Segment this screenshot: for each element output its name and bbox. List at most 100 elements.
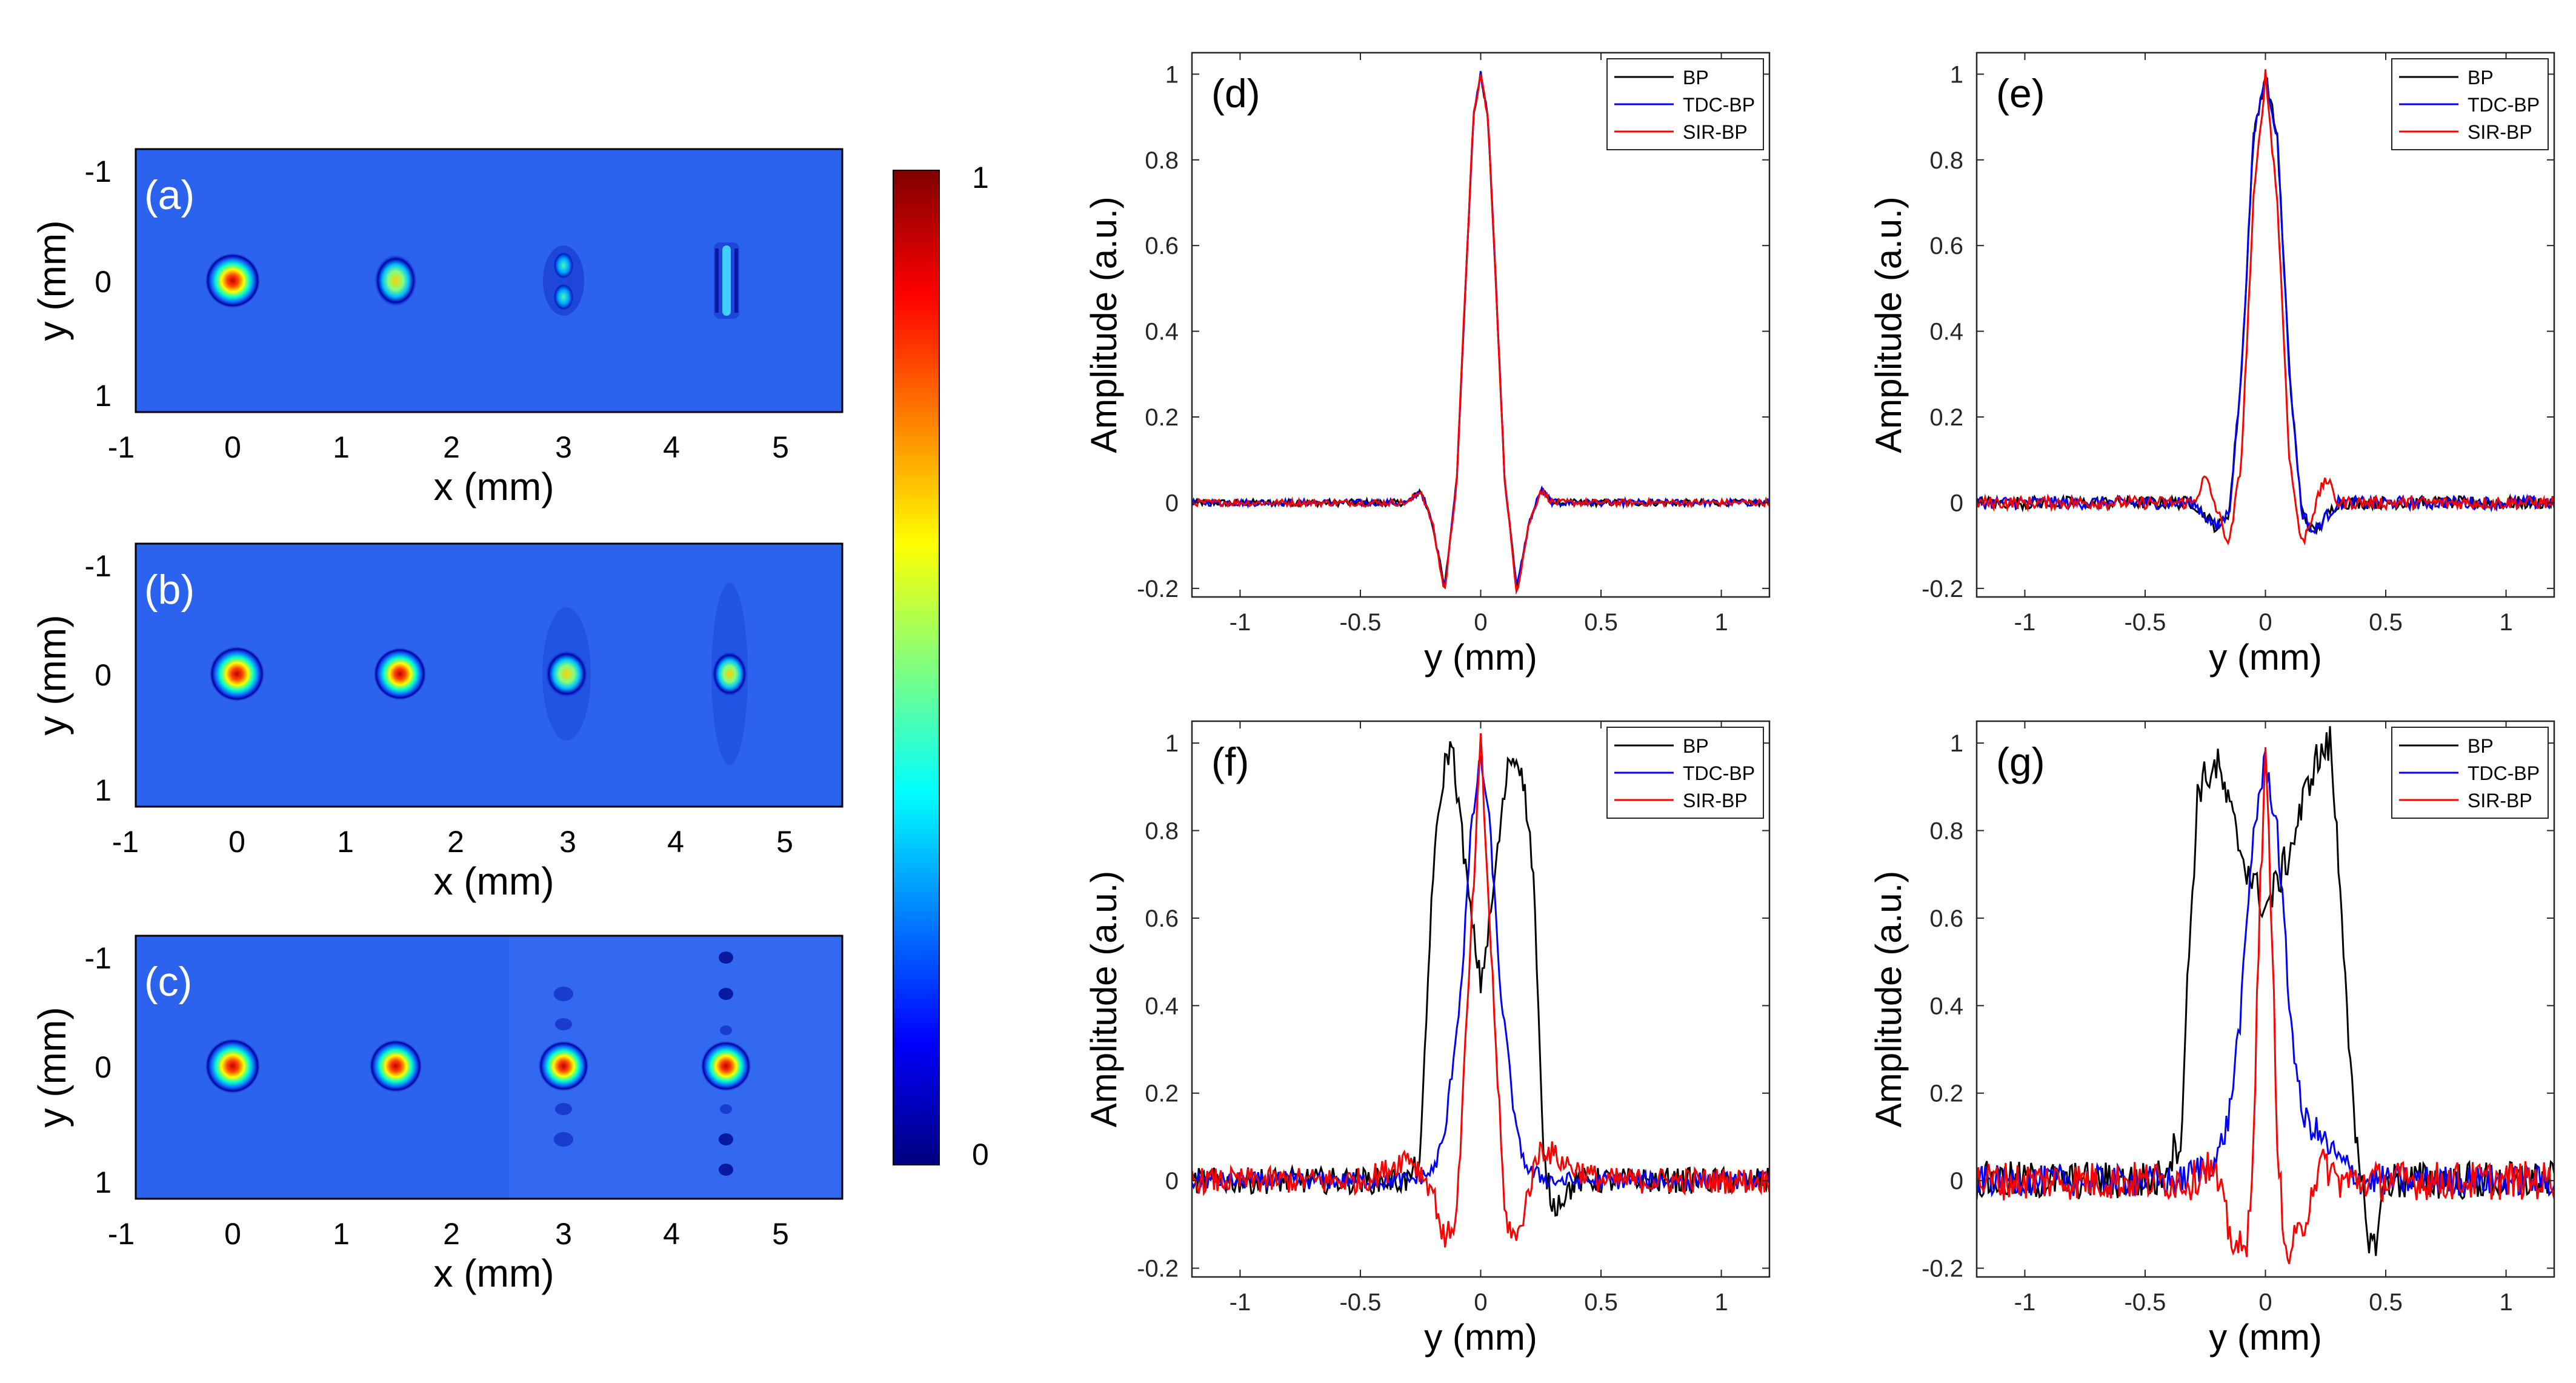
y-tick-label: 0.2 <box>1145 1081 1179 1107</box>
x-tick-label: -1 <box>1230 609 1251 636</box>
x-tick-label: -1 <box>108 430 135 464</box>
y-tick-label: 0.6 <box>1145 905 1179 932</box>
y-tick-label: 0 <box>95 265 111 299</box>
legend-label-TDC-BP: TDC-BP <box>1683 762 1755 784</box>
x-tick-label: -1 <box>2014 1289 2036 1316</box>
x-tick-label: 4 <box>663 430 680 464</box>
legend: BP TDC-BP SIR-BP <box>1606 58 1764 150</box>
x-tick-label: 1 <box>333 430 350 464</box>
x-tick-label: -1 <box>108 1217 135 1251</box>
y-axis-title: y (mm) <box>30 615 74 735</box>
legend-label-SIR-BP: SIR-BP <box>1683 790 1748 811</box>
x-tick-label: 0 <box>1474 609 1487 636</box>
x-tick-label: 1 <box>2499 609 2512 636</box>
y-axis-title: Amplitude (a.u.) <box>1083 196 1124 453</box>
x-tick-label: 0 <box>228 825 245 859</box>
y-tick-label: 0 <box>1165 1168 1179 1195</box>
legend-label-BP: BP <box>1683 735 1709 757</box>
x-axis-title: y (mm) <box>2209 1317 2322 1358</box>
panel-label: (g) <box>1996 739 2045 784</box>
x-tick-label: 2 <box>447 825 464 859</box>
legend-label-TDC-BP: TDC-BP <box>2468 94 2540 116</box>
colorbar-max-label: 1 <box>972 161 989 195</box>
legend-label-BP: BP <box>2468 735 2494 757</box>
x-tick-label: -0.5 <box>1339 609 1381 636</box>
y-tick-label: -0.2 <box>1922 576 1963 602</box>
x-tick-label: 3 <box>555 430 572 464</box>
line-plot-e: -1 -0.5 0 0.5 1 -0.2 0 0.2 0.4 0.6 0.8 1 y (mm) Ampli… <box>1868 52 2555 678</box>
y-tick-label: 0 <box>1950 1168 1963 1195</box>
x-tick-label: 0.5 <box>2369 1289 2403 1316</box>
y-tick-label: -0.2 <box>1922 1256 1963 1282</box>
x-axis-title: x (mm) <box>433 465 554 508</box>
x-tick-label: 2 <box>443 430 460 464</box>
y-tick-label: 1 <box>1950 61 1963 88</box>
y-tick-label: 0.6 <box>1929 233 1963 259</box>
x-tick-label: 0 <box>224 1217 241 1251</box>
x-tick-label: 0.5 <box>2369 609 2403 636</box>
spot-x4.5 <box>701 951 751 1176</box>
spot-x3 <box>542 607 591 741</box>
y-tick-label: 0.4 <box>1145 993 1179 1019</box>
x-tick-label: 0 <box>224 430 241 464</box>
y-tick-label: 0 <box>1165 490 1179 516</box>
image-panel-a: (a) -1 0 1 -1 0 1 2 3 4 5 x (mm) y (mm) <box>30 148 844 508</box>
line-plot-g: -1 -0.5 0 0.5 1 -0.2 0 0.2 0.4 0.6 0.8 1 y (mm) Ampli… <box>1868 720 2555 1358</box>
spot-x0 <box>205 1038 261 1094</box>
y-axis-title: Amplitude (a.u.) <box>1083 871 1124 1128</box>
x-tick-label: 0.5 <box>1584 609 1618 636</box>
y-tick-label: -1 <box>85 941 111 975</box>
y-tick-label: 1 <box>1950 730 1963 757</box>
y-tick-label: 0.6 <box>1145 233 1179 259</box>
legend: BP TDC-BP SIR-BP <box>2391 58 2549 150</box>
legend-label-SIR-BP: SIR-BP <box>1683 121 1748 143</box>
y-tick-label: 0.8 <box>1929 147 1963 174</box>
panel-label-b: (b) <box>144 567 195 613</box>
x-tick-label: 3 <box>559 825 576 859</box>
image-panel-b: (b) -1 0 1 -1 0 1 2 3 4 5 x (mm) y (mm) <box>30 542 844 903</box>
x-tick-label: 1 <box>337 825 354 859</box>
panel-label: (f) <box>1211 739 1249 784</box>
y-tick-label: -1 <box>85 155 111 188</box>
y-tick-label: 0.8 <box>1145 818 1179 845</box>
y-axis-title: y (mm) <box>30 220 74 341</box>
x-tick-label: 1 <box>2499 1289 2512 1316</box>
y-tick-label: 0.4 <box>1929 319 1963 345</box>
spot-x1.5 <box>374 254 418 307</box>
spot-x0 <box>209 646 265 702</box>
x-tick-label: 3 <box>555 1217 572 1251</box>
y-tick-label: 0.2 <box>1929 1081 1963 1107</box>
y-tick-label: 0.4 <box>1145 319 1179 345</box>
x-tick-label: -1 <box>2014 609 2036 636</box>
image-panel-c-frame <box>135 935 844 1200</box>
x-tick-label: 5 <box>772 430 789 464</box>
x-axis-title: x (mm) <box>433 859 554 903</box>
x-tick-label: -0.5 <box>1339 1289 1381 1316</box>
legend-label-TDC-BP: TDC-BP <box>2468 762 2540 784</box>
x-axis-title: y (mm) <box>1424 637 1537 678</box>
x-tick-label: 4 <box>667 825 684 859</box>
y-tick-label: 0.2 <box>1145 404 1179 431</box>
x-tick-label: -1 <box>1230 1289 1251 1316</box>
y-tick-label: 0.8 <box>1145 147 1179 174</box>
x-tick-label: 5 <box>772 1217 789 1251</box>
y-tick-label: 1 <box>95 773 111 807</box>
x-tick-label: 0 <box>2258 1289 2272 1316</box>
legend-label-BP: BP <box>1683 67 1709 88</box>
colorbar-gradient <box>893 170 940 1165</box>
x-tick-label: 0 <box>1474 1289 1487 1316</box>
legend: BP TDC-BP SIR-BP <box>1606 727 1764 819</box>
y-tick-label: -0.2 <box>1137 576 1179 602</box>
legend: BP TDC-BP SIR-BP <box>2391 727 2549 819</box>
panel-label-c: (c) <box>144 959 192 1005</box>
series-line-SIR-BP <box>1977 747 2554 1264</box>
y-tick-label: 1 <box>95 1165 111 1199</box>
x-tick-label: 5 <box>776 825 793 859</box>
spot-x3 <box>538 987 589 1147</box>
image-panel-c: (c) -1 0 1 -1 0 1 2 3 4 5 x (mm) y (mm) <box>30 935 844 1295</box>
x-tick-label: 0 <box>2258 609 2272 636</box>
legend-label-BP: BP <box>2468 67 2494 88</box>
image-panel-a-frame <box>135 148 844 413</box>
y-axis-title: y (mm) <box>30 1007 74 1127</box>
